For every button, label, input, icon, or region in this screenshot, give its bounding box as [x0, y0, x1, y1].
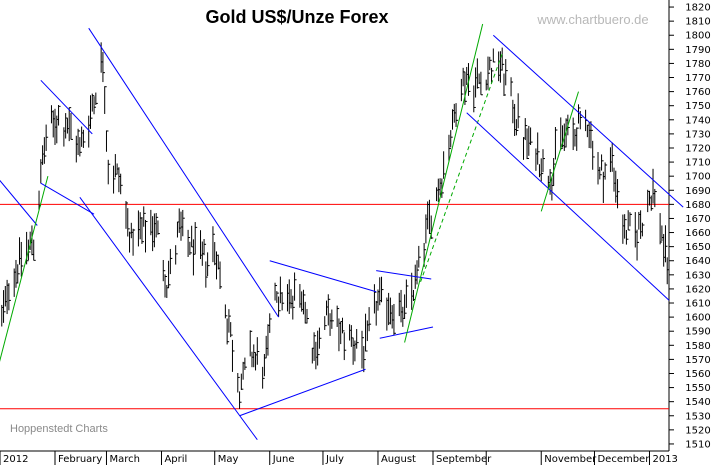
trend-line [239, 368, 366, 417]
y-tick-label: 1590 [685, 327, 710, 338]
y-tick-label: 1530 [685, 411, 710, 422]
trend-line [379, 326, 434, 339]
y-tick-label: 1670 [685, 214, 710, 225]
trend-line [420, 53, 503, 283]
y-tick-label: 1640 [685, 256, 710, 267]
trend-line [79, 197, 258, 441]
x-tick-label: June [272, 454, 295, 465]
trend-line [40, 182, 95, 215]
x-tick-label: 2013 [652, 454, 677, 465]
y-tick-label: 1570 [685, 355, 710, 366]
x-tick-label: May [218, 454, 239, 465]
y-tick-label: 1620 [685, 284, 710, 295]
y-tick-label: 1800 [685, 31, 710, 42]
y-tick-label: 1700 [685, 172, 710, 183]
trend-line [492, 34, 684, 208]
x-tick-label: August [381, 454, 416, 465]
y-tick-label: 1560 [685, 369, 710, 380]
x-tick-label: 2012 [3, 454, 28, 465]
x-tick-label: December [597, 454, 650, 465]
y-tick-label: 1760 [685, 87, 710, 98]
chart-title: Gold US$/Unze Forex [205, 7, 388, 27]
x-tick-label: July [325, 454, 344, 465]
trend-line [540, 91, 579, 212]
trend-line [88, 27, 280, 318]
y-tick-label: 1660 [685, 228, 710, 239]
y-tick-label: 1820 [685, 3, 710, 14]
y-tick-label: 1600 [685, 313, 710, 324]
x-tick-label: September [436, 454, 492, 465]
y-tick-label: 1520 [685, 425, 710, 436]
y-tick-label: 1540 [685, 397, 710, 408]
price-bars [1, 42, 670, 409]
trend-line [269, 260, 377, 293]
y-tick-label: 1610 [685, 299, 710, 310]
trend-line [40, 79, 93, 135]
watermark: www.chartbuero.de [536, 12, 648, 27]
y-tick-label: 1810 [685, 17, 710, 28]
y-tick-label: 1630 [685, 270, 710, 281]
y-tick-label: 1710 [685, 158, 710, 169]
y-tick-label: 1750 [685, 101, 710, 112]
trend-lines [0, 23, 684, 441]
x-tick-label: November [544, 454, 597, 465]
chart-labels: Gold US$/Unze Forex www.chartbuero.de Ho… [10, 7, 649, 435]
x-tick-label: April [164, 454, 187, 465]
y-tick-label: 1580 [685, 341, 710, 352]
trend-line [0, 176, 49, 362]
y-tick-label: 1790 [685, 45, 710, 56]
y-tick-label: 1770 [685, 73, 710, 84]
trend-line [376, 270, 432, 280]
source-note: Hoppenstedt Charts [10, 423, 108, 435]
y-tick-label: 1730 [685, 129, 710, 140]
y-tick-label: 1740 [685, 115, 710, 126]
trend-line [0, 179, 38, 226]
horizontal-lines [0, 203, 669, 410]
trend-line [466, 112, 670, 301]
y-tick-label: 1780 [685, 59, 710, 70]
y-tick-label: 1650 [685, 242, 710, 253]
trend-line [404, 23, 484, 343]
y-tick-label: 1550 [685, 383, 710, 394]
x-tick-label: February [58, 454, 102, 465]
x-tick-label: March [109, 454, 139, 465]
y-tick-label: 1720 [685, 143, 710, 154]
y-tick-label: 1690 [685, 186, 710, 197]
y-tick-label: 1680 [685, 200, 710, 211]
y-tick-label: 1510 [685, 439, 710, 450]
